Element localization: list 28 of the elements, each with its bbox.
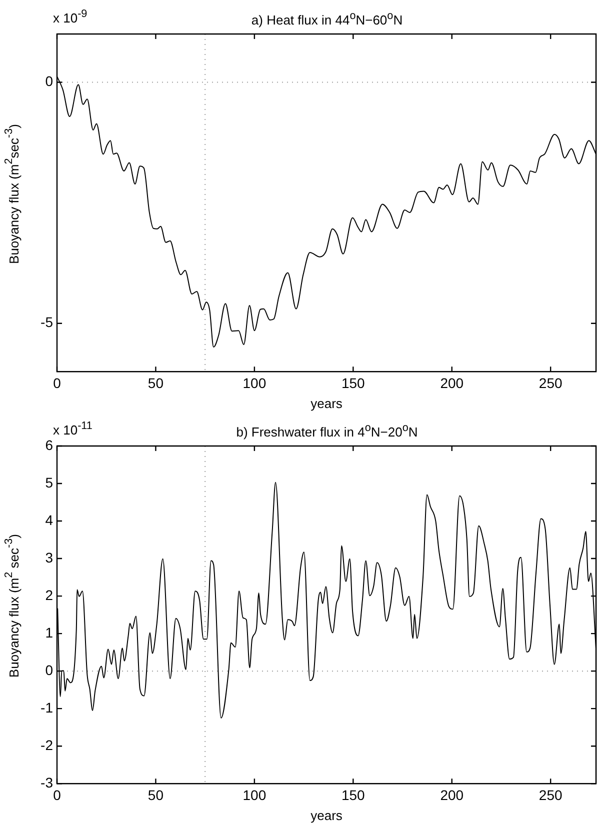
y-tick-label: 4: [45, 512, 54, 528]
y-tick-label: 2: [45, 586, 54, 603]
text: x 10$^{-11}$: [53, 419, 92, 438]
y-tick-label: 0: [45, 73, 54, 90]
chart-title: b) Freshwater flux in 4$^{o}$N−20$^{o}$N: [236, 422, 418, 440]
x-tick-label: 150: [341, 374, 366, 391]
y-tick-label: 5: [45, 474, 54, 490]
x-tick-label: 200: [440, 374, 464, 391]
x-tick-label: 150: [341, 786, 366, 803]
y-tick-label: 6: [45, 436, 54, 453]
text: x 10$^{-9}$: [53, 7, 88, 26]
y-tick-label: -3: [40, 774, 54, 790]
x-axis-title: years: [310, 396, 343, 411]
y-tick-label: 0: [45, 662, 54, 678]
y-tick-label: -1: [40, 699, 54, 716]
y-tick-label: -2: [40, 736, 54, 753]
y-tick-label: 3: [45, 549, 54, 566]
y-tick-label: -5: [40, 314, 54, 330]
x-tick-label: 100: [242, 786, 266, 803]
x-tick-label: 50: [148, 374, 164, 391]
x-tick-label: 250: [538, 786, 562, 803]
x-axis-title: years: [310, 808, 343, 823]
chart-title: a) Heat flux in 44$^{o}$N−60$^{o}$N: [251, 10, 403, 28]
x-tick-label: 200: [440, 786, 464, 803]
x-tick-label: 100: [242, 374, 266, 391]
x-tick-label: 50: [148, 786, 164, 803]
x-tick-label: 250: [538, 374, 562, 391]
y-tick-label: 1: [45, 624, 54, 640]
